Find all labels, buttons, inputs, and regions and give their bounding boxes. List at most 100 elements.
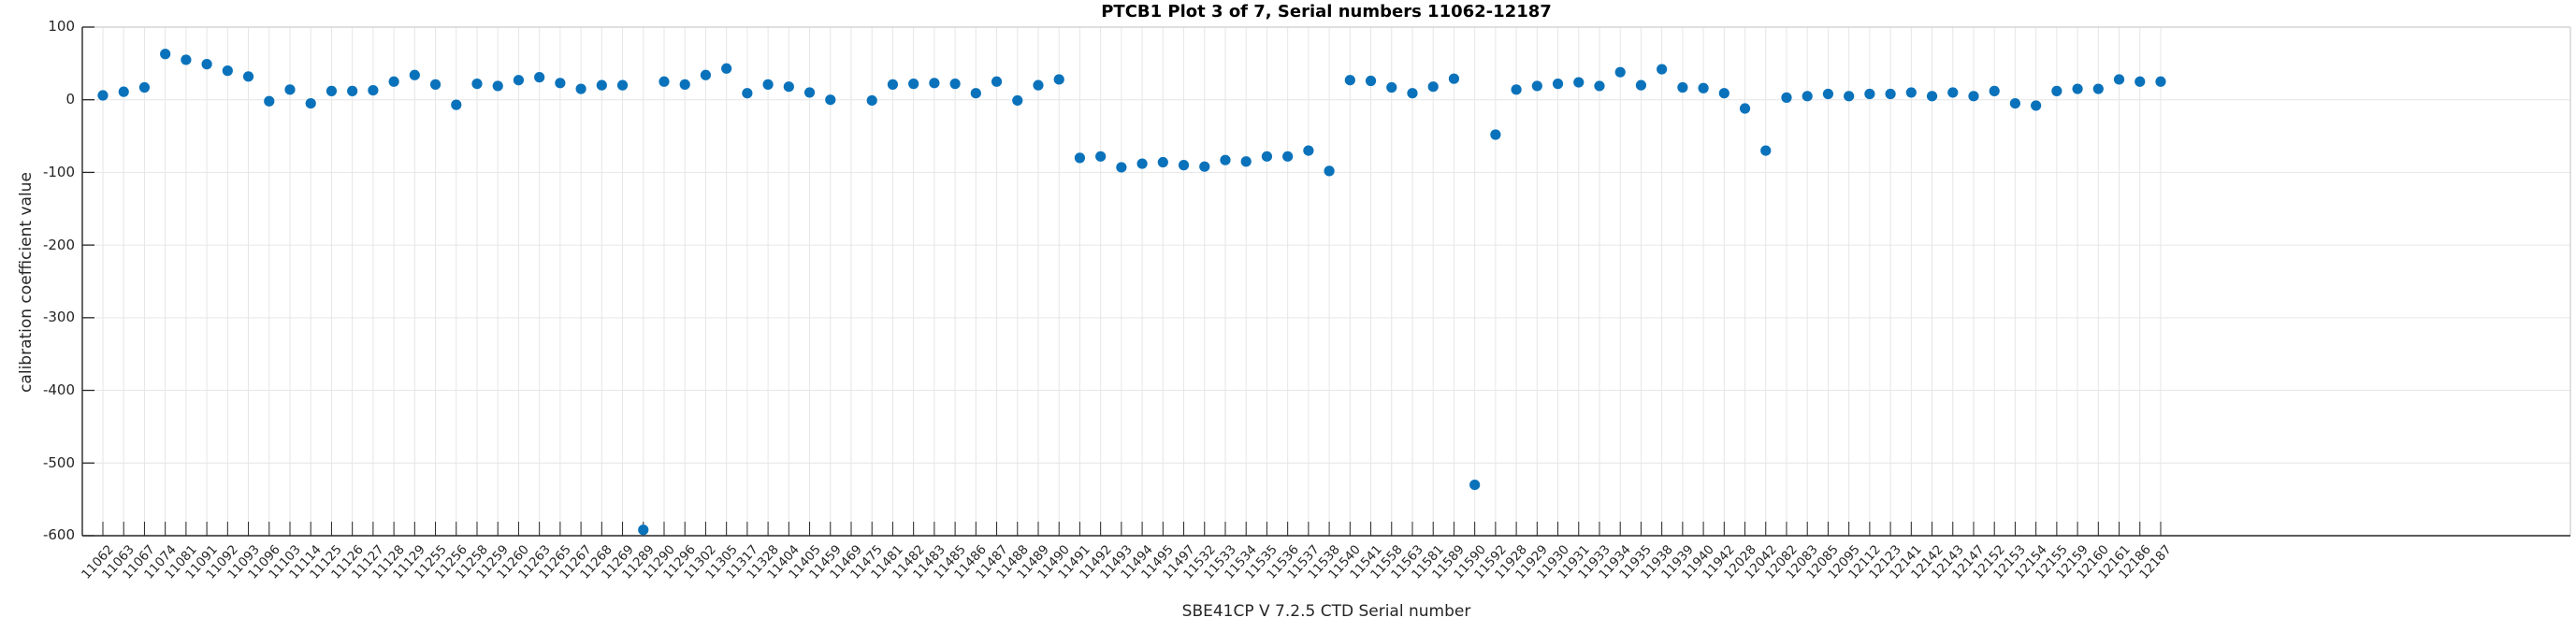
data-point (1822, 88, 1834, 100)
data-point (825, 94, 836, 106)
data-point (783, 81, 794, 93)
data-point (887, 79, 899, 90)
data-point (264, 95, 275, 107)
data-point (1947, 87, 1959, 98)
data-point (596, 79, 607, 91)
data-point (1490, 129, 1501, 140)
data-point (1677, 81, 1688, 93)
data-point (160, 49, 171, 60)
data-point (1469, 479, 1481, 491)
data-point (555, 78, 566, 89)
data-point (742, 88, 753, 99)
data-point (2051, 85, 2062, 96)
data-point (1178, 160, 1190, 171)
data-point (2092, 83, 2104, 94)
data-point (575, 83, 586, 94)
data-point (118, 86, 129, 97)
data-point (1116, 162, 1127, 173)
data-point (305, 97, 316, 109)
data-point (1282, 151, 1294, 162)
data-point (700, 69, 712, 80)
data-point (1448, 73, 1460, 84)
data-point (638, 524, 649, 536)
data-point (492, 80, 503, 92)
data-point (1053, 74, 1064, 85)
data-point (2113, 74, 2125, 85)
data-point (1365, 75, 1377, 87)
data-point (1220, 154, 1231, 165)
data-point (1760, 145, 1772, 156)
data-point (762, 79, 774, 90)
data-point (2155, 76, 2166, 87)
data-point (409, 69, 420, 80)
y-tick-label: 0 (65, 91, 75, 108)
data-point (1407, 88, 1418, 99)
data-point (949, 79, 961, 90)
data-point (1095, 151, 1107, 162)
data-point (929, 78, 940, 89)
data-point (1157, 156, 1168, 168)
data-point (1531, 80, 1542, 92)
data-point (1199, 161, 1210, 172)
data-point (222, 65, 233, 77)
data-point (326, 85, 338, 96)
data-point (1739, 103, 1751, 114)
data-point (284, 84, 296, 95)
data-point (1926, 91, 1938, 102)
data-point (181, 54, 192, 65)
data-point (1033, 79, 1044, 91)
y-tick-label: -200 (42, 236, 75, 253)
data-point (908, 79, 919, 90)
data-point (1781, 92, 1792, 103)
data-point (471, 79, 483, 90)
x-axis-label: SBE41CP V 7.2.5 CTD Serial number (1181, 602, 1471, 621)
y-tick-label: -400 (42, 381, 75, 399)
data-point (1511, 84, 1522, 95)
data-point (1614, 66, 1626, 78)
data-point (658, 76, 670, 87)
y-tick-label: -300 (42, 309, 75, 326)
data-point (1989, 85, 2000, 96)
y-tick-label: -100 (42, 163, 75, 180)
data-point (513, 75, 525, 86)
data-point (1573, 77, 1585, 88)
data-point (2031, 100, 2042, 111)
data-point (1074, 152, 1086, 164)
data-point (201, 59, 212, 70)
data-point (991, 76, 1003, 87)
data-point (1657, 64, 1668, 75)
data-point (242, 71, 254, 82)
data-point (1802, 91, 1813, 102)
data-point (1698, 82, 1709, 93)
data-point (2135, 76, 2146, 87)
data-point (1885, 88, 1896, 100)
data-point (1718, 88, 1729, 99)
data-point (388, 76, 399, 87)
data-point (1136, 158, 1148, 169)
data-point (970, 88, 981, 99)
data-point (347, 85, 358, 96)
y-tick-label: -600 (42, 526, 75, 544)
data-point (2072, 83, 2083, 94)
data-point (1594, 80, 1605, 92)
data-point (866, 94, 877, 107)
y-tick-label: 100 (48, 18, 75, 36)
data-point (1261, 151, 1273, 162)
data-point (1905, 87, 1917, 98)
data-point (616, 79, 629, 91)
data-point (1968, 91, 1979, 102)
data-point (1386, 81, 1397, 93)
data-point (679, 79, 690, 90)
data-point (1552, 79, 1564, 90)
data-point (1012, 94, 1023, 107)
data-point (803, 87, 816, 98)
data-point (1240, 156, 1252, 167)
data-point (721, 63, 732, 74)
data-point (1844, 91, 1855, 102)
data-point (534, 72, 545, 83)
data-point (2009, 97, 2021, 109)
data-point (429, 79, 441, 90)
data-point (451, 99, 462, 110)
